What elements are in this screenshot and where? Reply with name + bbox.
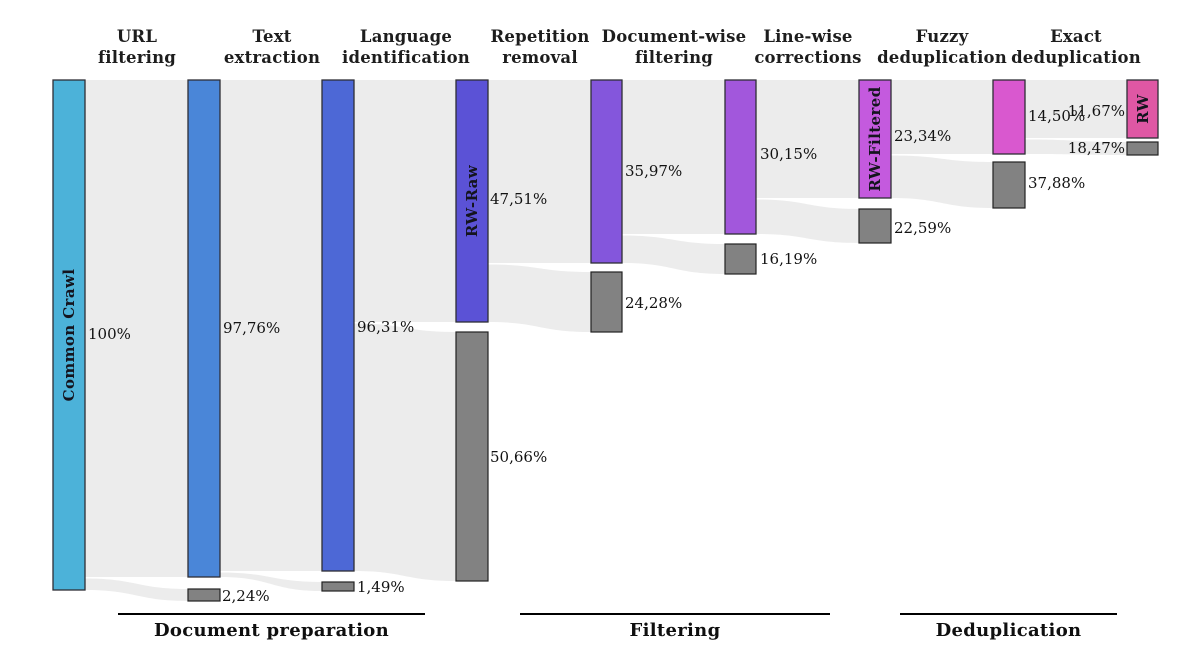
flow-removed [891, 155, 993, 208]
group-underline [520, 613, 830, 615]
flow-kept [488, 80, 591, 263]
stage-bar [590, 79, 623, 264]
stage-bar [858, 79, 892, 199]
retained-pct-label: 30,15% [760, 145, 818, 163]
bar-name-label: Common Crawl [60, 268, 78, 402]
stage-bar [187, 79, 221, 578]
group-label: Deduplication [935, 620, 1082, 641]
retained-pct-label: 97,76% [223, 319, 281, 337]
group-underline [118, 613, 425, 615]
stage-bar [992, 79, 1026, 155]
flow-kept [622, 80, 725, 234]
group-label: Document preparation [154, 620, 389, 641]
flow-kept [354, 80, 456, 322]
stage-bar [455, 79, 489, 323]
bar-name-label: RW [1133, 94, 1152, 124]
removed-pct-label: 18,47% [1067, 139, 1125, 157]
retained-pct-label: 23,34% [894, 127, 952, 145]
flow-removed [622, 235, 725, 274]
stage-bar [1126, 79, 1159, 139]
stage-header: Repetition removal [490, 27, 590, 68]
removed-bar [455, 331, 489, 582]
flow-kept [1025, 80, 1127, 138]
removed-bar [992, 161, 1026, 209]
removed-bar [187, 588, 221, 602]
stage-header: Exact deduplication [1011, 27, 1141, 68]
flow-kept [85, 80, 188, 577]
flow-removed [1025, 139, 1127, 155]
stage-header: URL filtering [97, 27, 177, 68]
removed-bar [590, 271, 623, 333]
flow-removed [85, 578, 188, 601]
bar-name-label: RW-Filtered [866, 86, 884, 192]
removed-pct-label: 37,88% [1028, 174, 1086, 192]
removed-pct-label: 24,28% [625, 294, 683, 312]
stage-header: Fuzzy deduplication [877, 27, 1007, 68]
stage-bar [52, 79, 86, 591]
flow-kept [756, 80, 859, 198]
retained-pct-label: 47,51% [490, 190, 548, 208]
retained-pct-label: 96,31% [357, 318, 415, 336]
removed-pct-label: 2,24% [222, 587, 270, 605]
group-label: Filtering [629, 620, 721, 641]
flow-removed [220, 572, 322, 591]
retained-pct-label: 11,67% [1067, 102, 1125, 120]
removed-bar [1126, 141, 1159, 156]
stage-bar [724, 79, 757, 235]
removed-pct-label: 16,19% [760, 250, 818, 268]
removed-bar [858, 208, 892, 244]
removed-bar [321, 581, 355, 592]
retained-pct-label: 35,97% [625, 162, 683, 180]
stage-header: Line-wise corrections [754, 27, 862, 68]
removed-pct-label: 22,59% [894, 219, 952, 237]
group-underline [900, 613, 1117, 615]
flow-kept [891, 80, 993, 154]
retained-pct-label: 14,50% [1028, 107, 1086, 125]
stage-header: Text extraction [223, 27, 321, 68]
flow-kept [220, 80, 322, 571]
bar-name-label: RW-Raw [463, 164, 481, 238]
stage-header: Document-wise filtering [601, 27, 747, 68]
removed-pct-label: 50,66% [490, 448, 548, 466]
removed-bar [724, 243, 757, 275]
stage-bar [321, 79, 355, 572]
removed-pct-label: 1,49% [357, 578, 405, 596]
retained-pct-label: 100% [88, 325, 131, 343]
stage-header: Language identification [342, 27, 470, 68]
flow-removed [354, 323, 456, 581]
flow-removed [488, 264, 591, 332]
flow-removed [756, 199, 859, 243]
